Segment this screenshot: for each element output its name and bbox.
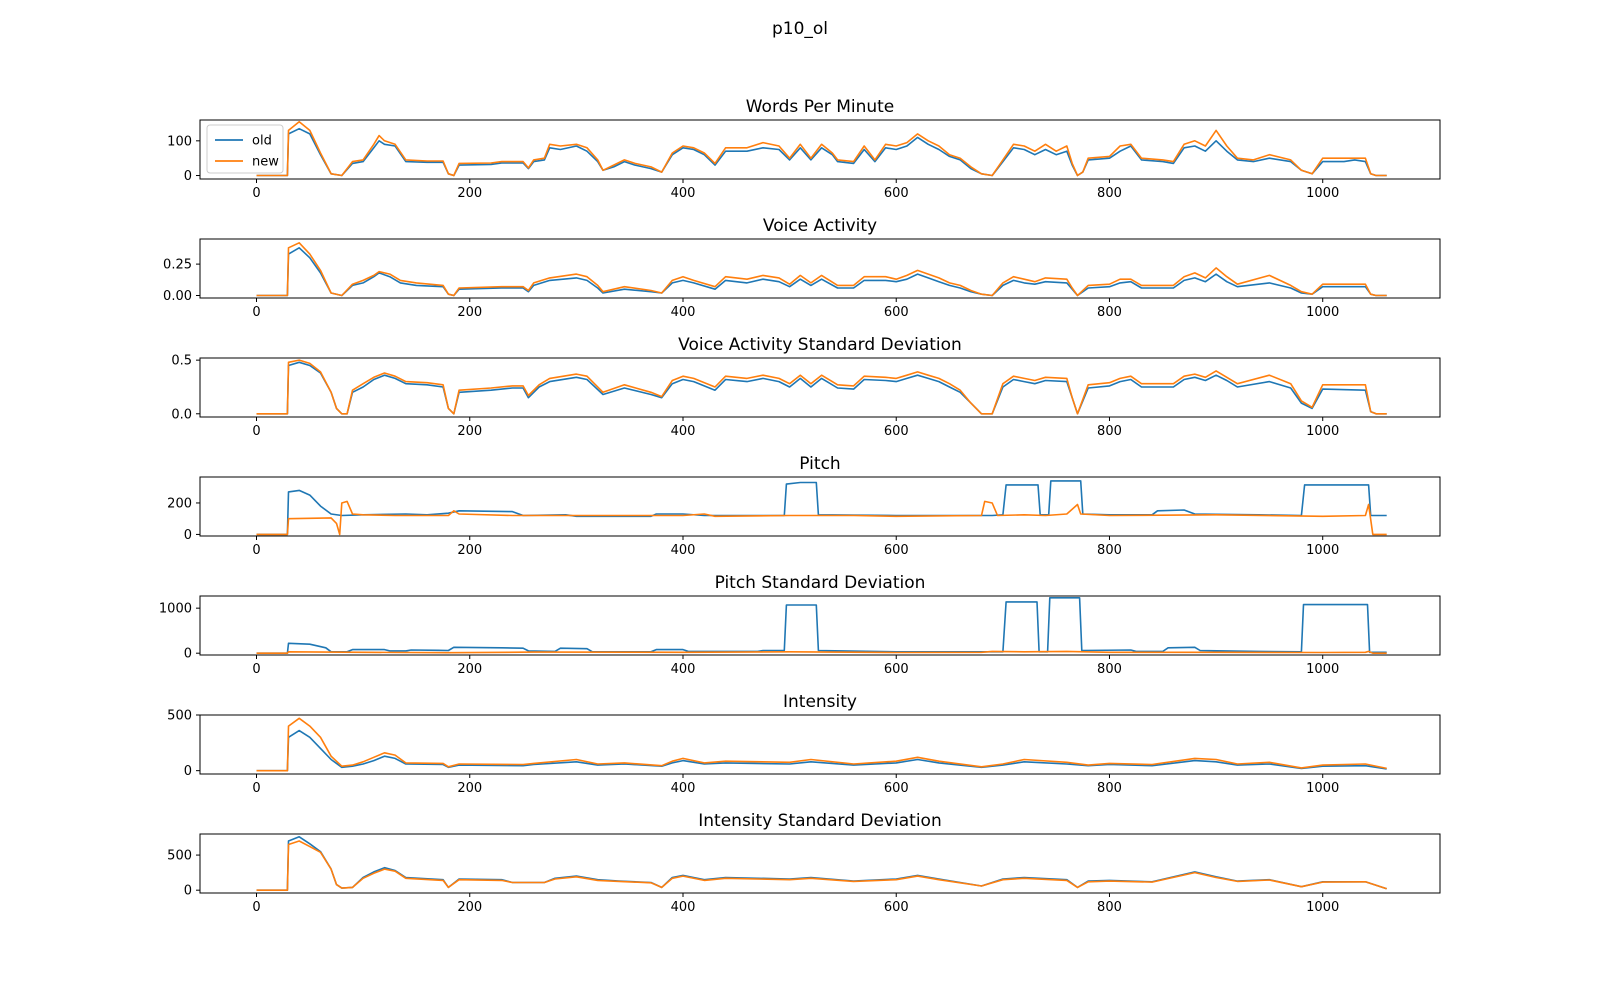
subplot-pitch: Pitch 0 200 400 600 800 1000 0 200: [167, 454, 1441, 558]
y-tick-label: 500: [167, 849, 192, 864]
subplot-words-per-minute: Words Per Minute 0 200 400 600 800 1000 0 100 old…: [167, 97, 1441, 201]
axes-title: Words Per Minute: [746, 97, 895, 117]
y-tick-label: 1000: [159, 602, 192, 617]
x-tick-label: 200: [457, 543, 482, 558]
series-line-old: [256, 361, 1387, 415]
subplot-voice-activity-standard-deviation: Voice Activity Standard Deviation 0 200 400…: [171, 335, 1441, 439]
series-line-old: [256, 127, 1387, 177]
y-tick-label: 500: [167, 709, 192, 724]
x-tick-label: 1000: [1306, 186, 1339, 201]
axes-title: Intensity Standard Deviation: [698, 811, 941, 831]
series-line-new: [256, 242, 1387, 297]
x-tick-label: 600: [884, 543, 909, 558]
legend: old new: [206, 124, 284, 174]
axes-root: Words Per Minute 0 200 400 600 800 1000 0 100 old…: [159, 97, 1441, 915]
axes-frame: [199, 714, 1441, 775]
axes-title: Pitch Standard Deviation: [715, 573, 926, 593]
x-tick-label: 400: [671, 305, 696, 320]
x-tick-label: 600: [884, 900, 909, 915]
series-line-new: [256, 359, 1387, 415]
x-tick-label: 200: [457, 662, 482, 677]
axes-title: Voice Activity Standard Deviation: [678, 335, 962, 355]
y-tick-label: 0: [184, 884, 192, 899]
subplot-voice-activity: Voice Activity 0 200 400 600 800 1000 0.00 0.25: [163, 216, 1441, 320]
series-line-old: [256, 597, 1387, 654]
axes-frame: [199, 476, 1441, 537]
y-tick-label: 0.5: [171, 354, 192, 369]
x-tick-label: 800: [1097, 424, 1122, 439]
series-line-new: [256, 840, 1387, 891]
x-tick-label: 400: [671, 543, 696, 558]
axes-frame: [199, 833, 1441, 894]
axes-frame: [199, 595, 1441, 656]
y-tick-label: 0: [184, 764, 192, 779]
y-tick-label: 0.00: [163, 289, 192, 304]
y-tick-label: 0: [184, 169, 192, 184]
subplot-intensity: Intensity 0 200 400 600 800 1000 0 500: [167, 692, 1441, 796]
x-tick-label: 400: [671, 424, 696, 439]
axes-title: Voice Activity: [763, 216, 877, 236]
series-line-new: [256, 500, 1387, 536]
x-tick-label: 600: [884, 186, 909, 201]
x-tick-label: 800: [1097, 662, 1122, 677]
x-tick-label: 400: [671, 781, 696, 796]
y-tick-label: 0: [184, 647, 192, 662]
x-tick-label: 200: [457, 305, 482, 320]
x-tick-label: 0: [252, 305, 260, 320]
y-tick-label: 0.0: [171, 407, 192, 422]
x-tick-label: 200: [457, 900, 482, 915]
figure-title: p10_ol: [772, 19, 828, 39]
x-tick-label: 800: [1097, 305, 1122, 320]
x-tick-label: 0: [252, 900, 260, 915]
series-line-old: [256, 480, 1387, 536]
x-tick-label: 800: [1097, 781, 1122, 796]
x-tick-label: 600: [884, 781, 909, 796]
subplot-intensity-standard-deviation: Intensity Standard Deviation 0 200 400 600 80…: [167, 811, 1441, 915]
axes-frame: [199, 238, 1441, 299]
axes-frame: [199, 119, 1441, 180]
y-tick-label: 200: [167, 496, 192, 511]
y-tick-label: 0: [184, 528, 192, 543]
x-tick-label: 0: [252, 543, 260, 558]
x-tick-label: 600: [884, 662, 909, 677]
x-tick-label: 600: [884, 305, 909, 320]
x-tick-label: 1000: [1306, 424, 1339, 439]
x-tick-label: 1000: [1306, 662, 1339, 677]
x-tick-label: 400: [671, 900, 696, 915]
x-tick-label: 1000: [1306, 900, 1339, 915]
axes-title: Intensity: [783, 692, 857, 712]
series-line-new: [256, 120, 1387, 177]
subplot-pitch-standard-deviation: Pitch Standard Deviation 0 200 400 600 800 100…: [159, 573, 1441, 677]
series-line-old: [256, 247, 1387, 297]
x-tick-label: 0: [252, 424, 260, 439]
x-tick-label: 800: [1097, 186, 1122, 201]
x-tick-label: 200: [457, 186, 482, 201]
x-tick-label: 200: [457, 424, 482, 439]
x-tick-label: 800: [1097, 543, 1122, 558]
x-tick-label: 1000: [1306, 543, 1339, 558]
axes-title: Pitch: [799, 454, 840, 474]
legend-label-new: new: [252, 155, 279, 170]
series-line-old: [256, 836, 1387, 891]
x-tick-label: 400: [671, 186, 696, 201]
y-tick-label: 100: [167, 134, 192, 149]
legend-label-old: old: [252, 134, 272, 149]
series-line-new: [256, 650, 1387, 654]
x-tick-label: 0: [252, 781, 260, 796]
x-tick-label: 0: [252, 186, 260, 201]
x-tick-label: 0: [252, 662, 260, 677]
x-tick-label: 200: [457, 781, 482, 796]
axes-frame: [199, 357, 1441, 418]
y-tick-label: 0.25: [163, 258, 192, 273]
x-tick-label: 1000: [1306, 781, 1339, 796]
series-line-new: [256, 717, 1387, 772]
x-tick-label: 1000: [1306, 305, 1339, 320]
x-tick-label: 400: [671, 662, 696, 677]
series-line-old: [256, 729, 1387, 772]
x-tick-label: 800: [1097, 900, 1122, 915]
x-tick-label: 600: [884, 424, 909, 439]
